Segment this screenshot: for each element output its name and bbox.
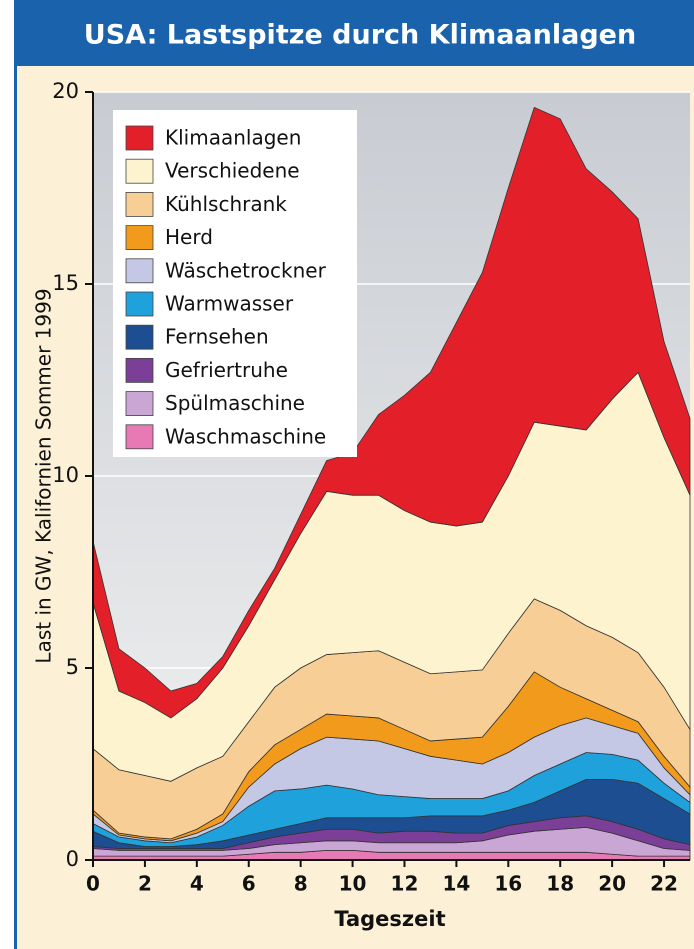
x-tick-label: 0: [86, 872, 100, 896]
x-tick-label: 6: [242, 872, 256, 896]
legend-swatch: [125, 225, 154, 251]
x-tick-label: 20: [598, 872, 626, 896]
y-axis-label: Last in GW, Kalifornien Sommer 1999: [32, 288, 56, 663]
y-tick-label: 0: [66, 847, 79, 871]
legend-label: Warmwasser: [165, 292, 294, 316]
legend-label: Spülmaschine: [165, 391, 305, 415]
legend-swatch: [125, 424, 154, 450]
x-tick-label: 12: [391, 872, 419, 896]
legend-swatch: [125, 158, 154, 184]
x-tick-label: 16: [494, 872, 522, 896]
legend-label: Verschiedene: [165, 159, 300, 183]
area: [92, 106, 691, 719]
legend-swatch: [125, 125, 154, 151]
x-tick-label: 18: [546, 872, 574, 896]
legend-label: Herd: [165, 225, 213, 249]
x-tick-label: 4: [190, 872, 204, 896]
legend-label: Fernsehen: [165, 325, 269, 349]
x-tick-label: 10: [339, 872, 367, 896]
left-border: [14, 0, 17, 949]
y-tick-label: 5: [66, 655, 79, 679]
legend-swatch: [125, 357, 154, 383]
x-tick-label: 2: [138, 872, 152, 896]
y-tick-label: 10: [52, 463, 79, 487]
legend-label: Wäschetrockner: [165, 258, 327, 282]
title-banner: [14, 0, 694, 66]
legend-label: Klimaanlagen: [165, 126, 301, 150]
legend-label: Waschmaschine: [165, 424, 326, 448]
x-tick-label: 8: [294, 872, 308, 896]
legend-label: Gefriertruhe: [165, 358, 288, 382]
legend-swatch: [125, 258, 154, 284]
legend-swatch: [125, 391, 154, 417]
legend-label: Kühlschrank: [165, 192, 287, 216]
chart-title: USA: Lastspitze durch Klimaanlagen: [84, 20, 636, 51]
x-tick-label: 14: [442, 872, 470, 896]
y-tick-label: 15: [52, 271, 79, 295]
legend-box: [113, 110, 357, 457]
legend-swatch: [125, 324, 154, 350]
legend-swatch: [125, 291, 154, 317]
left-margin: [0, 0, 14, 949]
legend-swatch: [125, 191, 154, 217]
x-tick-label: 22: [650, 872, 678, 896]
y-tick-label: 20: [52, 79, 79, 103]
x-axis-label: Tageszeit: [334, 907, 445, 931]
